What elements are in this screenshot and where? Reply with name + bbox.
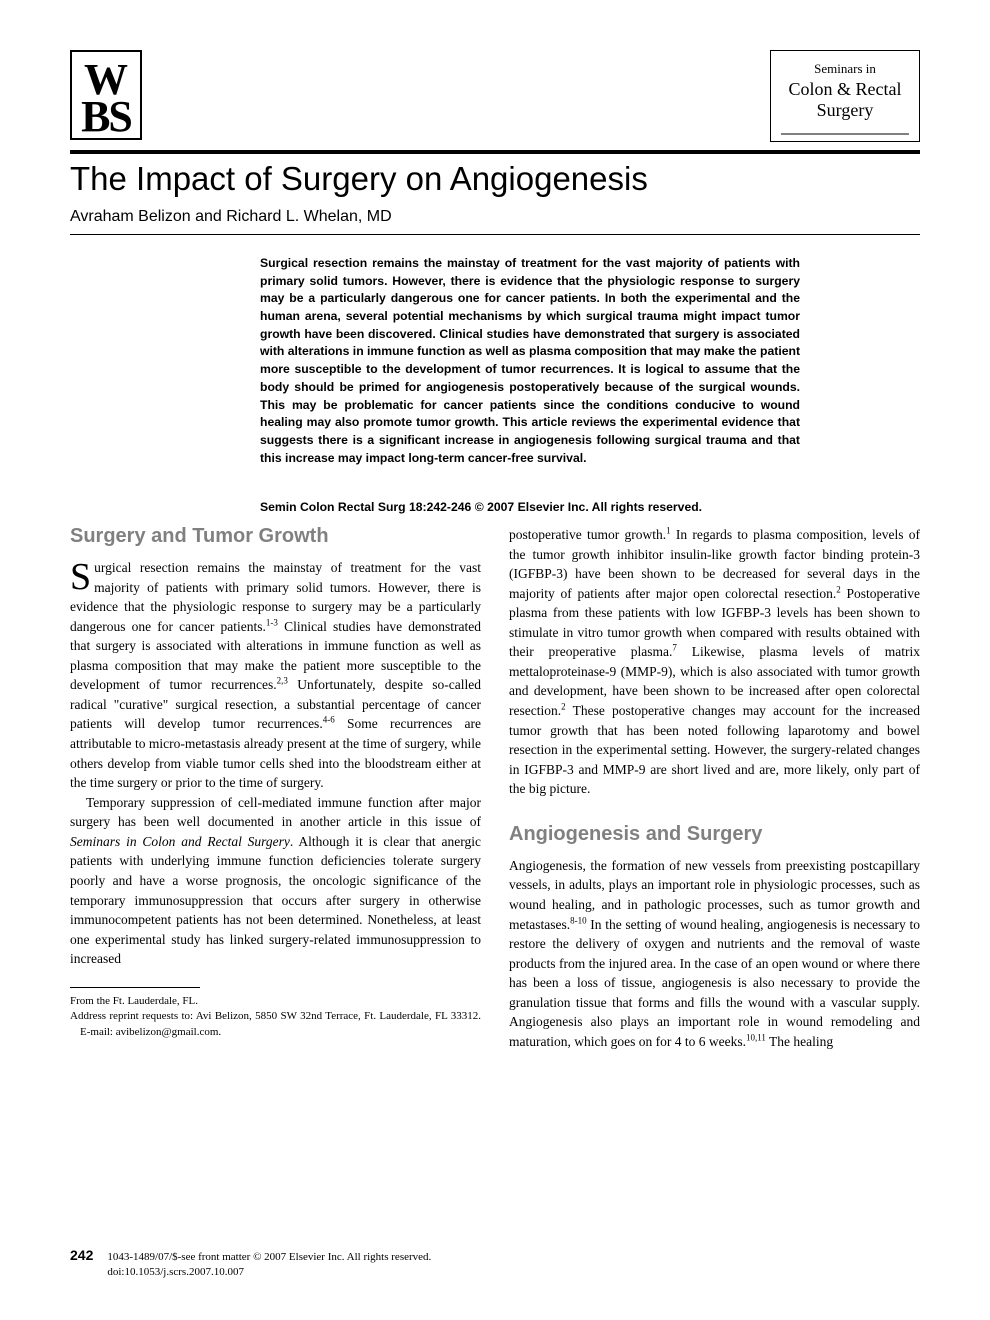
body-text: These postoperative changes may account … [509, 703, 920, 796]
body-text: Temporary suppression of cell-mediated i… [70, 795, 481, 830]
journal-name-box: Seminars in Colon & Rectal Surgery [770, 50, 920, 142]
doi-text: doi:10.1053/j.scrs.2007.10.007 [107, 1266, 244, 1278]
citation-ref: 2,3 [277, 676, 288, 686]
body-text: . Although it is clear that anergic pati… [70, 834, 481, 966]
footnote-correspondence: Address reprint requests to: Avi Belizon… [70, 1009, 481, 1040]
journal-name-italic: Seminars in Colon and Rectal Surgery [70, 834, 290, 849]
publisher-logo: WBS [70, 50, 142, 140]
article-title: The Impact of Surgery on Angiogenesis [70, 160, 920, 198]
page-header: WBS Seminars in Colon & Rectal Surgery [70, 50, 920, 142]
body-text: The healing [766, 1034, 833, 1049]
para-s1-col2: postoperative tumor growth.1 In regards … [509, 525, 920, 799]
para-s1p1: Surgical resection remains the mainstay … [70, 558, 481, 793]
para-s2p1: Angiogenesis, the formation of new vesse… [509, 856, 920, 1052]
left-column: Surgery and Tumor Growth Surgical resect… [70, 525, 481, 1052]
authors-rule [70, 234, 920, 235]
abstract-text: Surgical resection remains the mainstay … [70, 255, 920, 467]
body-text: In the setting of wound healing, angioge… [509, 917, 920, 1049]
page-footer: 242 1043-1489/07/$-see front matter © 20… [70, 1247, 920, 1280]
section-heading-angiogenesis-surgery: Angiogenesis and Surgery [509, 823, 920, 846]
section-heading-surgery-tumor-growth: Surgery and Tumor Growth [70, 525, 481, 548]
journal-line3: Surgery [785, 100, 905, 121]
dropcap: S [70, 558, 94, 593]
footnote-affiliation: From the Ft. Lauderdale, FL. [70, 994, 481, 1009]
citation-ref: 10,11 [746, 1032, 766, 1042]
page-number: 242 [70, 1247, 93, 1263]
right-column: postoperative tumor growth.1 In regards … [509, 525, 920, 1052]
article-authors: Avraham Belizon and Richard L. Whelan, M… [70, 208, 920, 226]
copyright-text: 1043-1489/07/$-see front matter © 2007 E… [107, 1251, 431, 1263]
journal-line2: Colon & Rectal [785, 79, 905, 100]
citation-text: Semin Colon Rectal Surg 18:242-246 © 200… [70, 499, 920, 517]
para-s1p2: Temporary suppression of cell-mediated i… [70, 793, 481, 969]
journal-line1: Seminars in [785, 61, 905, 77]
citation-ref: 8-10 [570, 915, 587, 925]
citation-ref: 1-3 [266, 617, 278, 627]
footnote-rule [70, 987, 200, 988]
citation-ref: 4-6 [323, 715, 335, 725]
body-text: postoperative tumor growth. [509, 527, 666, 542]
header-rule [70, 150, 920, 154]
footer-text: 1043-1489/07/$-see front matter © 2007 E… [107, 1250, 431, 1280]
body-columns: Surgery and Tumor Growth Surgical resect… [70, 525, 920, 1052]
